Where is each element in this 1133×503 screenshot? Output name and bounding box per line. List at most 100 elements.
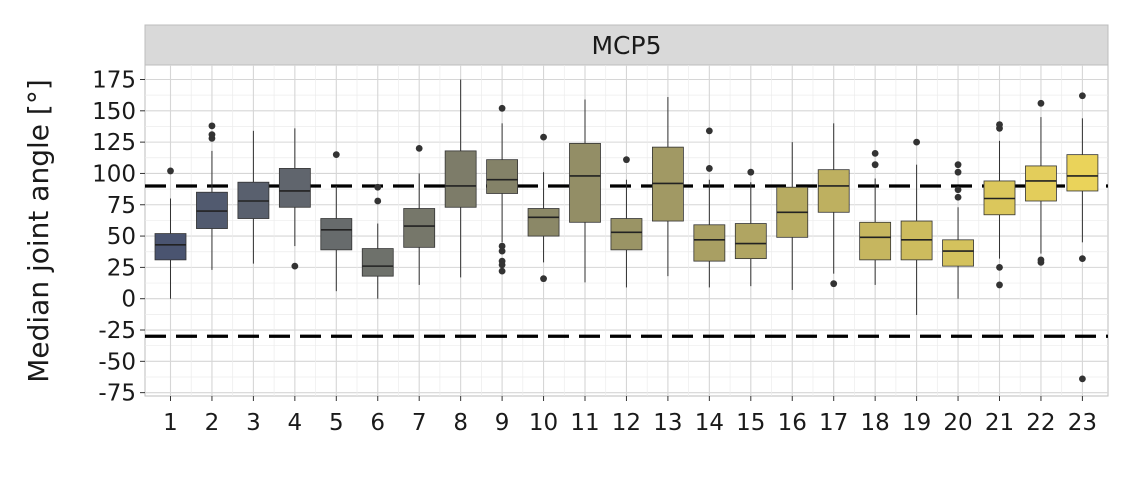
x-tick-label: 4: [288, 410, 303, 436]
x-tick-label: 17: [819, 410, 848, 436]
outlier-point: [415, 144, 423, 152]
box-iqr: [942, 239, 974, 267]
outlier-point: [705, 165, 713, 172]
x-tick-label: 12: [612, 410, 641, 436]
x-tick-label: 5: [329, 410, 344, 436]
outlier-point: [498, 242, 506, 250]
box-6: [361, 183, 394, 299]
outlier-point: [996, 121, 1003, 128]
y-tick-label: 0: [121, 287, 136, 313]
box-19: [900, 138, 933, 315]
box-iqr: [444, 150, 477, 208]
box-16: [776, 142, 809, 290]
box-iqr: [320, 218, 353, 251]
box-14: [693, 127, 726, 288]
x-tick-label: 15: [736, 410, 765, 436]
box-iqr: [361, 248, 394, 277]
x-tick-label: 8: [453, 410, 468, 436]
facet-title: MCP5: [591, 31, 661, 60]
box-iqr: [1066, 154, 1099, 192]
box-18: [859, 149, 892, 285]
y-axis-label: Median joint angle [°]: [22, 79, 55, 383]
x-tick-label: 19: [902, 410, 931, 436]
outlier-point: [208, 131, 216, 139]
x-tick-label: 9: [495, 410, 510, 436]
outlier-point: [498, 261, 506, 269]
x-tick-label: 20: [943, 410, 972, 436]
y-tick-label: -50: [98, 349, 136, 375]
box-2: [196, 122, 228, 270]
outlier-point: [208, 122, 216, 130]
box-13: [652, 97, 684, 277]
x-tick-label: 3: [246, 410, 261, 436]
x-tick-label: 6: [370, 410, 385, 436]
x-tick-label: 7: [412, 410, 427, 436]
box-series: [154, 79, 1099, 383]
box-4: [278, 128, 311, 270]
outlier-point: [954, 193, 962, 201]
x-tick-label: 21: [985, 410, 1014, 436]
box-10: [527, 133, 560, 283]
outlier-point: [871, 149, 879, 157]
box-7: [403, 144, 436, 285]
box-23: [1066, 92, 1099, 383]
box-iqr: [693, 224, 726, 262]
y-axis: 175 150 125 100 75 50 25 0 -25 -50 -75: [92, 67, 145, 407]
box-iqr: [817, 169, 850, 213]
outlier-point: [374, 197, 382, 205]
box-iqr: [278, 168, 311, 208]
box-22: [1025, 99, 1057, 266]
facet-strip: MCP5: [144, 24, 1109, 66]
outlier-point: [1037, 258, 1045, 266]
box-3: [237, 130, 270, 264]
outlier-point: [498, 267, 506, 275]
box-iqr: [859, 221, 892, 261]
box-5: [320, 151, 353, 292]
x-tick-label: 10: [529, 410, 558, 436]
outlier-point: [830, 280, 838, 288]
y-tick-label: 25: [107, 255, 136, 281]
y-tick-label: -25: [98, 318, 136, 344]
outlier-point: [1079, 375, 1086, 383]
x-tick-label: 13: [653, 410, 682, 436]
outlier-point: [1079, 255, 1086, 263]
box-17: [817, 123, 850, 288]
box-iqr: [1025, 165, 1057, 202]
x-tick-label: 18: [861, 410, 890, 436]
box-15: [734, 168, 767, 287]
x-tick-label: 2: [205, 410, 220, 436]
x-tick-label: 11: [570, 410, 599, 436]
facet-strip-background: [144, 24, 1109, 66]
outlier-point: [913, 138, 920, 146]
box-1: [154, 167, 187, 299]
outlier-point: [996, 263, 1003, 271]
outlier-point: [954, 168, 962, 176]
y-tick-label: 150: [92, 99, 136, 125]
x-tick-label: 22: [1026, 410, 1055, 436]
outlier-point: [498, 247, 506, 255]
outlier-point: [1037, 99, 1045, 107]
outlier-point: [167, 167, 174, 175]
x-tick-label: 23: [1068, 410, 1097, 436]
box-9: [486, 104, 519, 275]
y-tick-label: 100: [92, 161, 136, 187]
x-tick-label: 14: [695, 410, 724, 436]
y-tick-label: 50: [107, 224, 136, 250]
outlier-point: [623, 156, 630, 164]
box-iqr: [569, 142, 601, 223]
x-tick-label: 1: [163, 410, 178, 436]
grid-lines: [145, 65, 1108, 396]
box-iqr: [403, 208, 436, 248]
box-8: [444, 79, 477, 278]
outlier-point: [540, 133, 547, 141]
x-tick-label: 16: [778, 410, 807, 436]
outlier-point: [540, 275, 547, 283]
box-iqr: [610, 218, 643, 251]
outlier-point: [996, 281, 1003, 289]
outlier-point: [498, 104, 506, 112]
box-11: [569, 99, 601, 283]
box-iqr: [154, 233, 187, 261]
outlier-point: [705, 127, 713, 135]
outlier-point: [332, 151, 340, 159]
